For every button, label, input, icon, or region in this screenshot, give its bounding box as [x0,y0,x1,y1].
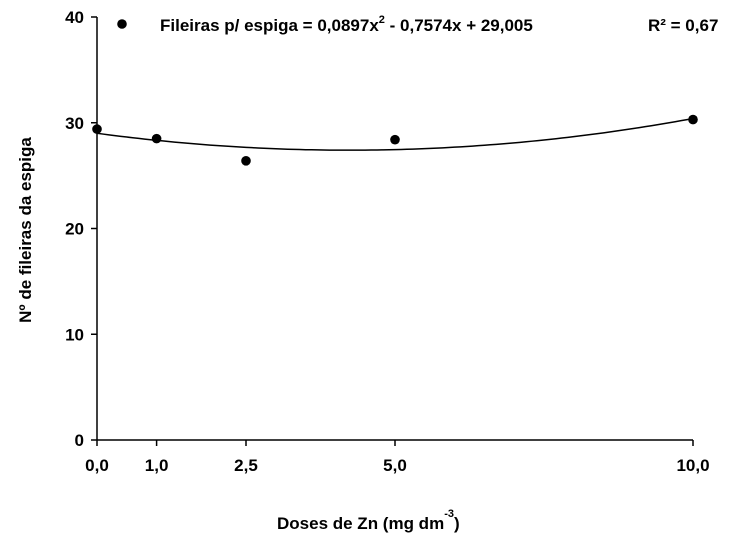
y-tick-label: 0 [75,431,84,450]
legend-marker [117,19,127,29]
y-tick-label: 30 [65,114,84,133]
equation-part1: Fileiras p/ espiga = 0,0897x [160,16,379,35]
data-point [241,156,251,166]
y-tick-label: 40 [65,8,84,27]
data-point [151,133,162,144]
trendline [96,117,694,151]
data-point [92,124,102,134]
x-tick-label: 10,0 [676,456,709,475]
x-axis-title-main: Doses de Zn (mg dm [277,514,444,533]
x-axis-title: Doses de Zn (mg dm-3) [277,508,460,533]
axes [96,17,693,441]
x-tick-label: 0,0 [85,456,109,475]
ticks: 0 10 20 30 40 0,0 1,0 2,5 5,0 10,0 [65,8,709,475]
equation-superscript: 2 [379,14,385,26]
y-tick-label: 10 [65,325,84,344]
data-point [688,114,698,125]
y-tick-label: 20 [65,220,84,239]
legend: Fileiras p/ espiga = 0,0897x2 - 0,7574x … [117,14,718,35]
y-axis-title: Nº de fileiras da espiga [16,137,35,323]
data-point [390,134,400,145]
r-squared-label: R² = 0,67 [648,16,718,35]
x-tick-label: 5,0 [383,456,407,475]
x-axis-title-superscript: -3 [444,508,454,520]
equation-part2: - 0,7574x + 29,005 [385,16,533,35]
x-axis-title-end: ) [454,514,460,533]
trendline-curve [96,117,694,151]
x-tick-label: 1,0 [145,456,169,475]
x-tick-label: 2,5 [234,456,258,475]
data-points [92,114,698,166]
legend-equation: Fileiras p/ espiga = 0,0897x2 - 0,7574x … [160,14,533,35]
